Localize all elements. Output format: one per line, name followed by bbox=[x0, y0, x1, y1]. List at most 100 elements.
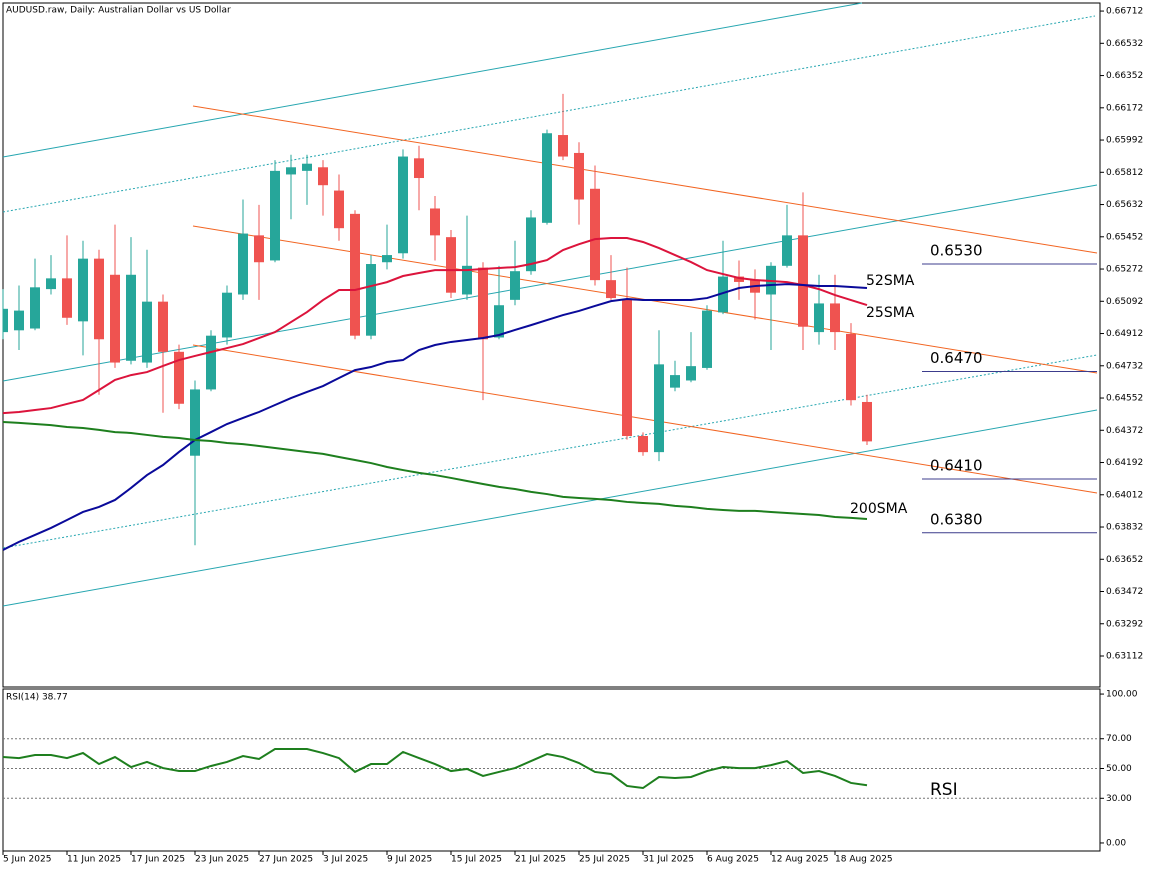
y-tick-label: 0.64192 bbox=[1106, 458, 1143, 468]
candle-body bbox=[350, 213, 360, 336]
y-tick-label: 0.63292 bbox=[1106, 619, 1143, 629]
y-tick-label: 0.65092 bbox=[1106, 297, 1143, 307]
candle-body bbox=[478, 267, 488, 340]
candle-body bbox=[222, 292, 232, 338]
x-tick-label: 25 Jul 2025 bbox=[579, 855, 630, 865]
y-tick-label: 0.63112 bbox=[1106, 652, 1143, 662]
level-label: 0.6470 bbox=[930, 349, 983, 367]
y-tick-label: 0.63472 bbox=[1106, 587, 1143, 597]
candle-body bbox=[654, 364, 664, 453]
indicator-line bbox=[2, 748, 868, 790]
x-tick-label: 27 Jun 2025 bbox=[259, 855, 313, 865]
candle-body bbox=[638, 436, 648, 453]
channel-line bbox=[2, 2, 863, 158]
candle-body bbox=[62, 278, 72, 318]
x-tick-label: 5 Jun 2025 bbox=[3, 855, 51, 865]
candle-body bbox=[46, 278, 56, 290]
level-label: 0.6410 bbox=[930, 457, 983, 475]
channel-line bbox=[2, 184, 1098, 382]
y-tick-label: 0.65272 bbox=[1106, 265, 1143, 275]
candle-body bbox=[30, 287, 40, 329]
candle-body bbox=[814, 303, 824, 333]
series-label: RSI bbox=[930, 780, 958, 800]
candle-body bbox=[78, 258, 88, 322]
candle-body bbox=[414, 158, 424, 179]
candle-body bbox=[846, 333, 856, 401]
candle-body bbox=[574, 152, 584, 200]
series-label: 52SMA bbox=[866, 273, 915, 289]
y-tick-label: 0.64552 bbox=[1106, 394, 1143, 404]
y-tick-label: 0.66352 bbox=[1106, 71, 1143, 81]
candle-body bbox=[382, 255, 392, 263]
candle-body bbox=[158, 301, 168, 352]
y-tick-label: 0.64912 bbox=[1106, 329, 1143, 339]
candle-body bbox=[462, 265, 472, 295]
candle-body bbox=[174, 351, 184, 404]
candle-body bbox=[334, 190, 344, 229]
candle-body bbox=[558, 135, 568, 157]
candle-body bbox=[622, 299, 632, 437]
candle-body bbox=[126, 274, 136, 361]
candle-body bbox=[590, 188, 600, 281]
candle-body bbox=[606, 280, 616, 299]
x-tick-label: 17 Jun 2025 bbox=[131, 855, 185, 865]
channel-line bbox=[192, 344, 1098, 494]
channel-line bbox=[2, 15, 1096, 213]
series-label: 200SMA bbox=[850, 501, 908, 517]
candle-body bbox=[14, 310, 24, 331]
x-tick-label: 9 Jul 2025 bbox=[387, 855, 432, 865]
y-tick-label: 0.64732 bbox=[1106, 361, 1143, 371]
candle-body bbox=[286, 167, 296, 175]
channel-line bbox=[2, 354, 1098, 549]
channel-line bbox=[192, 105, 1098, 254]
candle-body bbox=[366, 264, 376, 336]
candle-body bbox=[494, 305, 504, 338]
y-tick-label: 0.66712 bbox=[1106, 7, 1143, 17]
y-tick-label: 0.66172 bbox=[1106, 103, 1143, 113]
level-label: 0.6380 bbox=[930, 510, 983, 528]
candle-body bbox=[110, 274, 120, 363]
y-tick-label: 0.63832 bbox=[1106, 523, 1143, 533]
x-tick-label: 15 Jul 2025 bbox=[451, 855, 502, 865]
candle-body bbox=[798, 235, 808, 327]
x-tick-label: 23 Jun 2025 bbox=[195, 855, 249, 865]
candle-body bbox=[430, 208, 440, 236]
candle-body bbox=[542, 133, 552, 223]
y-tick-label: 0.00 bbox=[1106, 838, 1126, 848]
x-tick-label: 3 Jul 2025 bbox=[323, 855, 368, 865]
y-tick-label: 70.00 bbox=[1106, 734, 1132, 744]
candle-body bbox=[670, 375, 680, 388]
candle-body bbox=[270, 170, 280, 261]
y-tick-label: 50.00 bbox=[1106, 764, 1132, 774]
candle-body bbox=[686, 366, 696, 381]
indicator-line bbox=[2, 237, 868, 415]
x-tick-label: 11 Jun 2025 bbox=[67, 855, 121, 865]
candle-body bbox=[318, 167, 328, 186]
chart-title: AUDUSD.raw, Daily: Australian Dollar vs … bbox=[6, 6, 231, 16]
candle-body bbox=[782, 235, 792, 266]
candle-body bbox=[398, 156, 408, 254]
candle-body bbox=[302, 163, 312, 171]
candle-body bbox=[702, 310, 712, 368]
candle-body bbox=[238, 233, 248, 295]
rsi-title: RSI(14) 38.77 bbox=[6, 693, 68, 703]
candle-body bbox=[830, 303, 840, 333]
candle-body bbox=[142, 301, 152, 363]
x-tick-label: 31 Jul 2025 bbox=[643, 855, 694, 865]
candle-body bbox=[526, 217, 536, 272]
candle-body bbox=[206, 335, 216, 390]
y-tick-label: 0.66532 bbox=[1106, 39, 1143, 49]
y-tick-label: 0.63652 bbox=[1106, 555, 1143, 565]
y-tick-label: 0.65992 bbox=[1106, 136, 1143, 146]
candle-body bbox=[254, 235, 264, 263]
x-tick-label: 12 Aug 2025 bbox=[771, 855, 829, 865]
rsi-panel bbox=[2, 688, 1101, 852]
channel-line bbox=[2, 409, 1098, 607]
indicator-line bbox=[2, 421, 868, 520]
candle-body bbox=[190, 389, 200, 456]
indicator-line bbox=[2, 283, 868, 551]
y-tick-label: 30.00 bbox=[1106, 794, 1132, 804]
candle-body bbox=[862, 401, 872, 442]
candle-body bbox=[718, 276, 728, 313]
